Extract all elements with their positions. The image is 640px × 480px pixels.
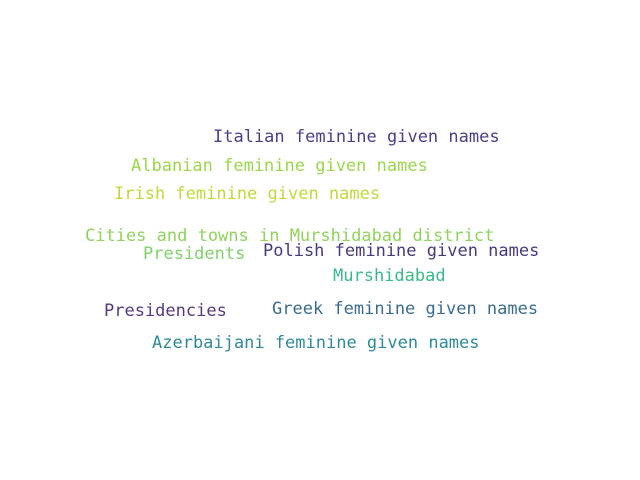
word-italian-feminine-given-names: Italian feminine given names <box>213 127 500 147</box>
word-albanian-feminine-given-names: Albanian feminine given names <box>131 156 428 176</box>
word-greek-feminine-given-names: Greek feminine given names <box>272 299 539 319</box>
word-azerbaijani-feminine-given-names: Azerbaijani feminine given names <box>152 333 480 353</box>
word-polish-feminine-given-names: Polish feminine given names <box>263 241 540 261</box>
word-cities-and-towns-in-murshidabad-district: Cities and towns in Murshidabad district <box>85 226 495 246</box>
word-presidencies: Presidencies <box>104 301 227 321</box>
word-presidents: Presidents <box>143 244 246 264</box>
word-irish-feminine-given-names: Irish feminine given names <box>114 184 381 204</box>
word-murshidabad: Murshidabad <box>333 266 446 286</box>
